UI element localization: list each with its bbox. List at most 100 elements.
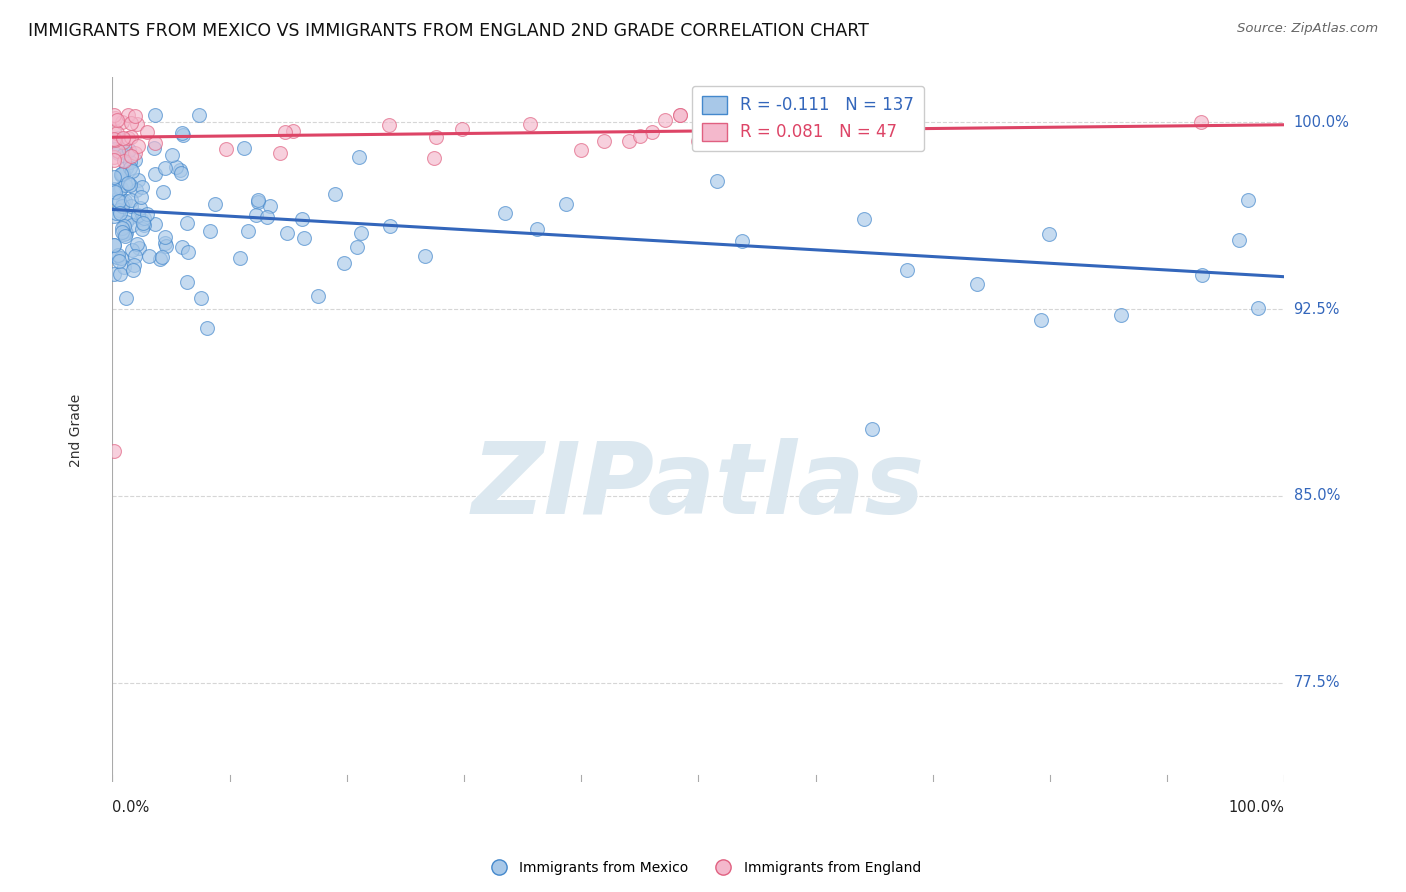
Point bbox=[245, 208, 267, 222]
Point bbox=[121, 164, 143, 178]
Point bbox=[110, 268, 132, 282]
Point bbox=[349, 150, 371, 164]
Point bbox=[107, 112, 129, 127]
Point bbox=[731, 235, 754, 249]
Point bbox=[125, 236, 148, 251]
Point bbox=[110, 167, 132, 181]
Point bbox=[111, 225, 134, 239]
Point bbox=[136, 207, 159, 221]
Point bbox=[274, 125, 297, 139]
Point bbox=[734, 137, 756, 152]
Point bbox=[1227, 233, 1250, 247]
Point bbox=[104, 142, 127, 156]
Point bbox=[165, 160, 187, 174]
Point bbox=[292, 231, 315, 245]
Point bbox=[143, 167, 166, 181]
Point bbox=[103, 267, 125, 281]
Text: ZIPatlas: ZIPatlas bbox=[472, 438, 925, 535]
Point bbox=[103, 123, 125, 137]
Point bbox=[103, 108, 125, 122]
Point bbox=[111, 115, 134, 129]
Point bbox=[103, 184, 125, 198]
Point bbox=[112, 219, 135, 234]
Point bbox=[105, 126, 128, 140]
Point bbox=[413, 249, 436, 263]
Point bbox=[1191, 268, 1213, 282]
Point bbox=[451, 121, 474, 136]
Point bbox=[111, 135, 134, 149]
Point bbox=[112, 166, 135, 180]
Point bbox=[592, 134, 614, 148]
Point bbox=[103, 238, 125, 252]
Point bbox=[132, 216, 155, 230]
Point bbox=[111, 131, 134, 145]
Point bbox=[120, 155, 142, 169]
Point bbox=[143, 141, 166, 155]
Point bbox=[686, 134, 709, 148]
Point bbox=[105, 250, 128, 264]
Point bbox=[172, 128, 194, 143]
Point bbox=[108, 206, 131, 220]
Point bbox=[143, 108, 166, 122]
Point bbox=[852, 212, 875, 227]
Point bbox=[617, 134, 640, 148]
Point bbox=[121, 244, 143, 258]
Point bbox=[117, 145, 139, 160]
Point bbox=[103, 132, 125, 146]
Point bbox=[291, 211, 314, 226]
Point bbox=[104, 111, 127, 125]
Point bbox=[117, 211, 139, 225]
Point bbox=[187, 108, 209, 122]
Point bbox=[228, 252, 250, 266]
Point bbox=[169, 163, 191, 178]
Point bbox=[519, 117, 541, 131]
Point bbox=[121, 219, 143, 233]
Point bbox=[176, 275, 198, 289]
Point bbox=[555, 196, 578, 211]
Point bbox=[121, 129, 143, 144]
Point bbox=[152, 185, 174, 199]
Point bbox=[150, 250, 173, 264]
Point bbox=[654, 112, 676, 127]
Point bbox=[107, 248, 129, 262]
Point bbox=[176, 216, 198, 230]
Point bbox=[108, 253, 131, 268]
Point bbox=[131, 180, 153, 194]
Point bbox=[669, 108, 692, 122]
Point bbox=[526, 222, 548, 236]
Text: 100.0%: 100.0% bbox=[1294, 115, 1350, 129]
Point bbox=[110, 181, 132, 195]
Point bbox=[377, 118, 399, 132]
Point bbox=[103, 182, 125, 196]
Point bbox=[1246, 301, 1268, 315]
Point bbox=[143, 217, 166, 231]
Point bbox=[107, 145, 129, 159]
Point bbox=[112, 153, 135, 168]
Point bbox=[107, 131, 129, 145]
Point bbox=[112, 167, 135, 181]
Point bbox=[269, 146, 291, 161]
Point bbox=[105, 192, 128, 206]
Point bbox=[120, 194, 142, 208]
Point bbox=[232, 141, 254, 155]
Point bbox=[111, 168, 134, 182]
Point bbox=[111, 221, 134, 235]
Point bbox=[346, 240, 368, 254]
Point bbox=[108, 202, 131, 217]
Point bbox=[129, 201, 152, 215]
Point bbox=[114, 194, 136, 209]
Point bbox=[111, 194, 134, 209]
Point bbox=[117, 176, 139, 190]
Point bbox=[669, 108, 692, 122]
Text: IMMIGRANTS FROM MEXICO VS IMMIGRANTS FROM ENGLAND 2ND GRADE CORRELATION CHART: IMMIGRANTS FROM MEXICO VS IMMIGRANTS FRO… bbox=[28, 22, 869, 40]
Point bbox=[114, 178, 136, 192]
Point bbox=[127, 117, 149, 131]
Point bbox=[1237, 194, 1260, 208]
Point bbox=[103, 153, 125, 167]
Point bbox=[569, 143, 592, 157]
Point bbox=[1109, 308, 1132, 322]
Point bbox=[177, 245, 200, 260]
Point bbox=[136, 125, 159, 139]
Point bbox=[1189, 115, 1212, 129]
Point bbox=[107, 145, 129, 160]
